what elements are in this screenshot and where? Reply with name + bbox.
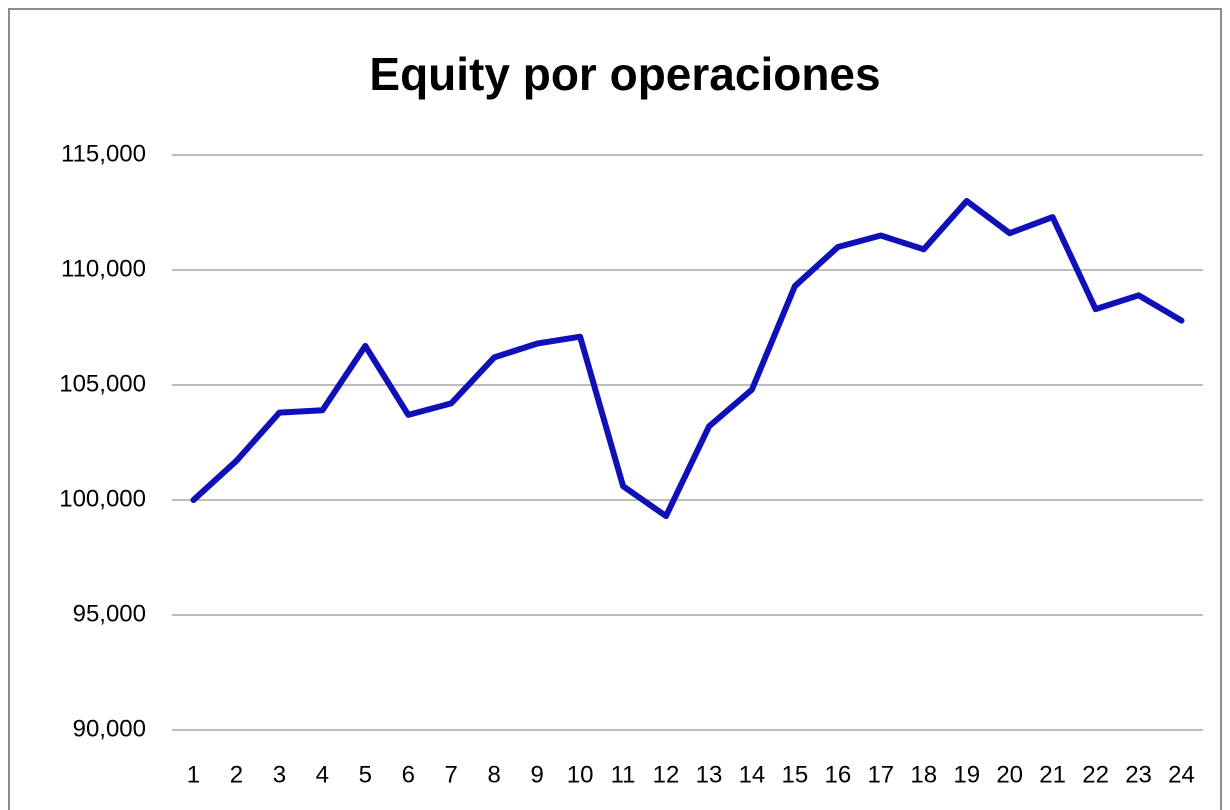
x-tick-label: 24 [1168,761,1195,788]
x-tick-label: 8 [488,761,501,788]
x-tick-label: 10 [567,761,594,788]
x-tick-label: 17 [867,761,894,788]
x-tick-label: 6 [402,761,415,788]
data-line [190,198,1185,520]
x-tick-label: 21 [1039,761,1066,788]
x-tick-label: 14 [739,761,766,788]
x-tick-label: 11 [611,761,636,788]
x-tick-label: 7 [445,761,458,788]
x-tick-label: 3 [273,761,286,788]
y-tick-label: 105,000 [59,370,146,397]
x-tick-label: 9 [530,761,543,788]
x-tick-label: 13 [696,761,723,788]
x-tick-label: 22 [1082,761,1109,788]
x-tick-label: 1 [187,761,200,788]
x-tick-label: 19 [953,761,980,788]
y-tick-label: 100,000 [59,485,146,512]
x-tick-label: 15 [782,761,809,788]
chart-border [8,8,1222,810]
x-tick-label: 16 [825,761,852,788]
y-tick-label: 115,000 [61,140,146,167]
y-tick-label: 110,000 [61,255,146,282]
chart-title: Equity por operaciones [369,48,880,100]
x-tick-label: 23 [1125,761,1152,788]
x-tick-label: 18 [910,761,937,788]
x-tick-label: 12 [653,761,680,788]
x-tick-label: 5 [359,761,372,788]
x-tick-label: 20 [996,761,1023,788]
y-tick-label: 90,000 [73,715,146,742]
y-tick-label: 95,000 [73,600,146,627]
x-tick-label: 2 [230,761,243,788]
x-tick-label: 4 [316,761,329,788]
